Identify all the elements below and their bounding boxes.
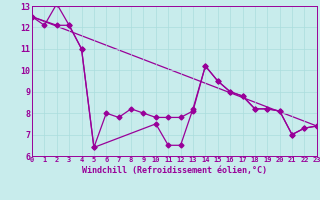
X-axis label: Windchill (Refroidissement éolien,°C): Windchill (Refroidissement éolien,°C)	[82, 166, 267, 175]
